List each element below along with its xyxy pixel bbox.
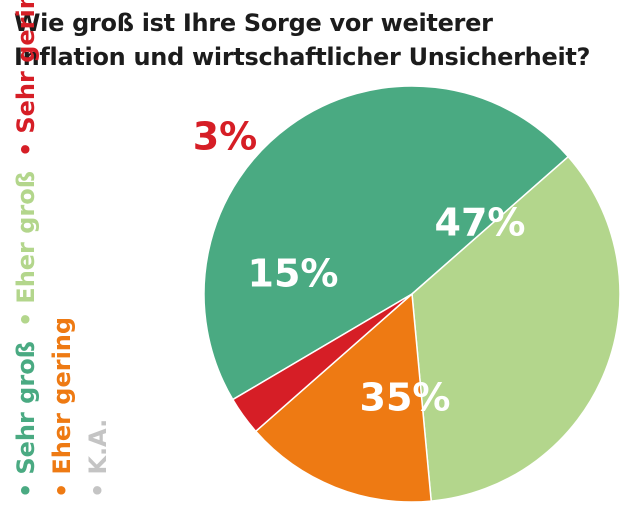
pie-slice-sehr-gering: [231, 293, 413, 433]
pie-slice-sehr-gro-: [203, 85, 570, 401]
slice-value-label: 35%: [360, 376, 451, 420]
pie-slice-eher-gro-: [411, 155, 621, 502]
slice-value-label: 47%: [435, 201, 526, 245]
pie-slice-eher-gering: [254, 292, 433, 503]
slice-value-label: 3%: [193, 115, 258, 159]
slice-value-label: 15%: [248, 252, 339, 296]
chart-title: Wie groß ist Ihre Sorge vor weiterer Inf…: [14, 6, 634, 74]
chart-title-line-2: Inflation und wirtschaftlicher Unsicherh…: [14, 43, 591, 71]
chart-title-line-1: Wie groß ist Ihre Sorge vor weiterer: [14, 9, 493, 37]
